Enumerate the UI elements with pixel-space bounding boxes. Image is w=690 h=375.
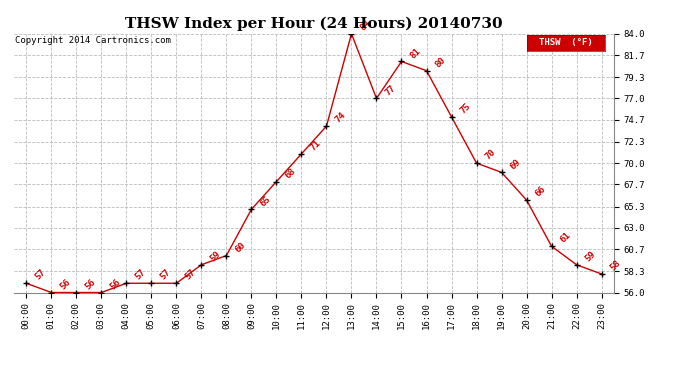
Text: 69: 69	[509, 157, 522, 171]
Text: 60: 60	[233, 240, 247, 254]
Text: 74: 74	[333, 111, 347, 125]
Text: 56: 56	[108, 277, 122, 291]
Text: 65: 65	[258, 194, 273, 208]
Text: 80: 80	[433, 56, 447, 69]
Text: 57: 57	[184, 268, 197, 282]
Text: 57: 57	[33, 268, 47, 282]
Text: Copyright 2014 Cartronics.com: Copyright 2014 Cartronics.com	[15, 36, 171, 45]
Title: THSW Index per Hour (24 Hours) 20140730: THSW Index per Hour (24 Hours) 20140730	[125, 17, 503, 31]
Text: 77: 77	[384, 83, 397, 97]
Text: 71: 71	[308, 138, 322, 153]
Text: 61: 61	[558, 231, 573, 245]
Text: 56: 56	[83, 277, 97, 291]
Text: 59: 59	[584, 249, 598, 263]
Text: 59: 59	[208, 249, 222, 263]
Text: 81: 81	[408, 46, 422, 60]
Text: 70: 70	[484, 148, 497, 162]
Text: 68: 68	[284, 166, 297, 180]
Text: 58: 58	[609, 259, 622, 273]
Text: 84: 84	[358, 18, 373, 32]
Text: 56: 56	[58, 277, 72, 291]
Text: 66: 66	[533, 185, 547, 199]
Text: 57: 57	[133, 268, 147, 282]
Text: 75: 75	[458, 102, 473, 115]
Text: 57: 57	[158, 268, 172, 282]
